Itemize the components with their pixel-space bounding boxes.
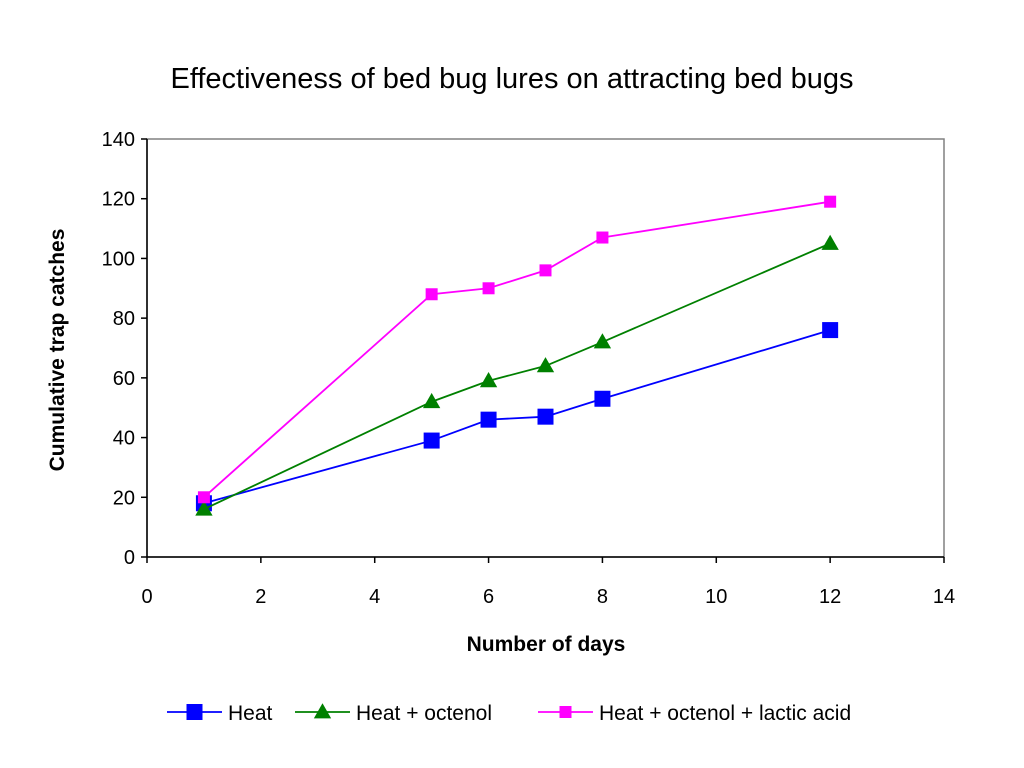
data-point xyxy=(197,491,210,504)
x-tick-label: 4 xyxy=(369,586,380,608)
data-point xyxy=(479,372,498,388)
y-tick-label: 140 xyxy=(102,129,135,151)
x-tick-label: 12 xyxy=(819,586,841,608)
data-point xyxy=(594,390,611,407)
legend-label: Heat + octenol xyxy=(356,702,492,725)
data-point xyxy=(536,357,555,373)
data-point xyxy=(423,432,440,449)
y-tick-label: 80 xyxy=(113,308,135,330)
legend-item: Heat xyxy=(167,702,273,725)
legend-label: Heat xyxy=(228,702,273,725)
series-3 xyxy=(197,195,837,504)
data-point xyxy=(593,333,612,349)
data-point xyxy=(822,322,839,339)
legend: Heat Heat + octenol Heat + octenol + lacti… xyxy=(167,702,851,725)
series-2 xyxy=(195,234,839,516)
y-tick-label: 100 xyxy=(102,248,135,270)
y-tick-label: 20 xyxy=(113,487,135,509)
data-point xyxy=(482,282,495,295)
y-axis-ticks: 0 20 40 60 80 100 120 140 xyxy=(102,129,147,569)
data-point xyxy=(821,234,839,250)
chart-title: Effectiveness of bed bug lures on attrac… xyxy=(170,63,853,95)
series-layer xyxy=(195,195,839,516)
y-tick-label: 120 xyxy=(102,189,135,211)
data-point xyxy=(422,392,441,409)
x-axis-ticks: 0 2 4 6 8 10 12 14 xyxy=(141,557,955,608)
x-tick-label: 0 xyxy=(141,586,152,608)
data-point xyxy=(824,195,837,208)
series-line xyxy=(203,242,831,511)
y-tick-label: 60 xyxy=(113,368,135,390)
legend-marker xyxy=(559,706,572,718)
data-point xyxy=(195,500,213,516)
x-axis-title: Number of days xyxy=(467,633,626,656)
x-tick-label: 8 xyxy=(597,586,608,608)
data-point xyxy=(596,231,609,244)
data-point xyxy=(539,264,552,277)
x-tick-label: 14 xyxy=(933,586,955,608)
legend-marker xyxy=(186,704,203,720)
y-tick-label: 0 xyxy=(124,547,135,569)
x-tick-label: 2 xyxy=(255,586,266,608)
y-tick-label: 40 xyxy=(113,428,135,450)
plot-area xyxy=(146,138,945,558)
legend-marker xyxy=(313,703,332,719)
data-point xyxy=(425,288,438,301)
y-axis-title: Cumulative trap catches xyxy=(46,229,69,472)
series-line xyxy=(203,329,831,505)
legend-item: Heat + octenol + lactic acid xyxy=(538,702,851,725)
x-tick-label: 10 xyxy=(705,586,727,608)
legend-label: Heat + octenol + lactic acid xyxy=(599,702,851,725)
x-tick-label: 6 xyxy=(483,586,494,608)
series-line xyxy=(203,200,831,498)
data-point xyxy=(480,411,497,428)
data-point xyxy=(537,408,554,425)
legend-item: Heat + octenol xyxy=(295,702,492,725)
